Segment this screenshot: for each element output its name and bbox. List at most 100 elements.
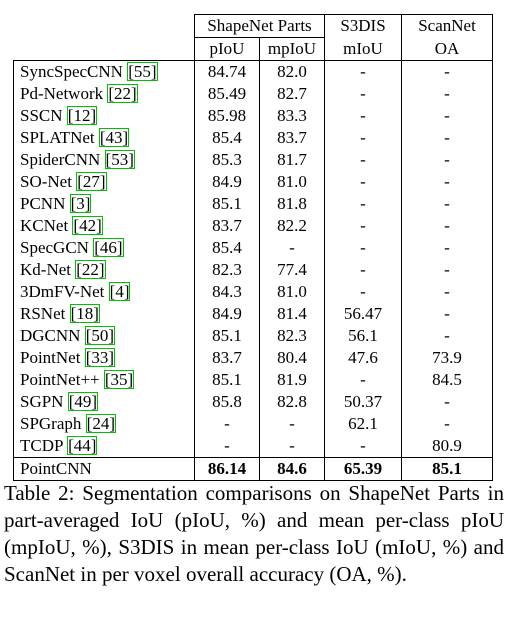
method-cell: Pd-Network [22] [13,83,195,105]
citation-link[interactable]: [18] [69,304,100,323]
method-cell: DGCNN [50] [13,325,195,347]
miou-cell: 62.1 [324,413,402,435]
oa-cell: - [401,127,493,149]
piou-cell: 85.1 [194,325,260,347]
method-cell: SPLATNet [43] [13,127,195,149]
table-row: DGCNN [50] 85.1 82.3 56.1- [13,325,493,347]
piou-cell: 85.4 [194,237,260,259]
oa-cell: - [401,193,493,215]
citation-link[interactable]: [22] [107,84,138,103]
oa-cell: - [401,325,493,347]
miou-cell: - [324,435,402,458]
oa-cell: 80.9 [401,435,493,458]
method-cell: SO-Net [27] [13,171,195,193]
method-name: SO-Net [20,172,72,191]
method-name: SGPN [20,392,64,411]
piou-cell: 85.4 [194,127,260,149]
citation-link[interactable]: [49] [67,392,99,411]
method-name: RSNet [20,304,66,323]
mpiou-cell: - [259,237,325,259]
miou-cell: - [324,105,402,127]
citation-link[interactable]: [43] [98,128,130,147]
mpiou-cell: 82.2 [259,215,325,237]
table-row: RSNet [18] 84.9 81.4 56.47- [13,303,493,325]
sub-header-oa: OA [401,37,493,61]
piou-cell: 86.14 [194,457,260,481]
piou-cell: 85.49 [194,83,260,105]
method-cell: SpiderCNN [53] [13,149,195,171]
table-row: SpecGCN [46] 85.4- - - [13,237,493,259]
table-row: SO-Net [27] 84.9 81.0- - [13,171,493,193]
citation-link[interactable]: [24] [85,414,116,433]
mpiou-cell: 83.3 [259,105,325,127]
oa-cell: - [401,281,493,303]
piou-cell: 84.9 [194,303,260,325]
method-cell: PointNet [33] [13,347,195,369]
mpiou-cell: - [259,413,325,435]
citation-link[interactable]: [4] [108,282,131,301]
mpiou-cell: 82.0 [259,60,325,83]
table-row: 3DmFV-Net [4] 84.3 81.0- - [13,281,493,303]
method-name: PointNet++ [20,370,100,389]
mpiou-cell: 82.8 [259,391,325,413]
method-name: Kd-Net [20,260,71,279]
oa-cell: - [401,105,493,127]
citation-link[interactable]: [42] [72,216,103,235]
sub-header-row: pIoU mpIoU mIoU OA [13,37,493,61]
citation-link[interactable]: [50] [84,326,116,345]
oa-cell: - [401,215,493,237]
miou-cell: - [324,60,402,83]
citation-link[interactable]: [53] [104,150,135,169]
oa-cell: - [401,60,493,83]
piou-cell: - [194,435,260,458]
table-row: SyncSpecCNN [55] 84.74 82.0- - [13,60,493,83]
miou-cell: 50.37 [324,391,402,413]
mpiou-cell: 83.7 [259,127,325,149]
sub-header-mpiou: mpIoU [259,37,325,61]
method-cell: SSCN [12] [13,105,195,127]
group-header-row: ShapeNet Parts S3DIS ScanNet [13,14,493,38]
method-name: PointNet [20,348,81,367]
oa-cell: 84.5 [401,369,493,391]
citation-link[interactable]: [33] [84,348,116,367]
miou-cell: - [324,171,402,193]
citation-link[interactable]: [44] [67,436,98,455]
piou-cell: 85.1 [194,369,260,391]
citation-link[interactable]: [35] [103,370,135,389]
citation-link[interactable]: [55] [127,62,158,81]
miou-cell: - [324,83,402,105]
piou-cell: 85.3 [194,149,260,171]
table-row: SpiderCNN [53] 85.3 81.7- - [13,149,493,171]
method-cell: PCNN [3] [13,193,195,215]
mpiou-cell: 84.6 [259,457,325,481]
method-name: TCDP [20,436,63,455]
citation-link[interactable]: [46] [93,238,124,257]
piou-cell: 84.9 [194,171,260,193]
miou-cell: 56.1 [324,325,402,347]
miou-cell: - [324,193,402,215]
citation-link[interactable]: [27] [76,172,107,191]
piou-cell: 83.7 [194,347,260,369]
table-row: SSCN [12] 85.98 83.3- - [13,105,493,127]
segmentation-table: ShapeNet Parts S3DIS ScanNet pIoU mpIoU … [13,14,493,481]
method-cell: SGPN [49] [13,391,195,413]
oa-cell: - [401,413,493,435]
piou-cell: 83.7 [194,215,260,237]
citation-link[interactable]: [3] [69,194,92,213]
table-row: Pd-Network [22] 85.49 82.7- - [13,83,493,105]
citation-link[interactable]: [22] [75,260,106,279]
miou-cell: 56.47 [324,303,402,325]
piou-cell: 84.74 [194,60,260,83]
method-name: PCNN [20,194,66,213]
table-row: KCNet [42] 83.7 82.2- - [13,215,493,237]
piou-cell: 85.8 [194,391,260,413]
mpiou-cell: 81.9 [259,369,325,391]
oa-cell: - [401,237,493,259]
mpiou-cell: 81.0 [259,171,325,193]
miou-cell: - [324,215,402,237]
oa-cell: - [401,259,493,281]
method-name: SSCN [20,106,63,125]
method-cell: SyncSpecCNN [55] [13,60,195,83]
citation-link[interactable]: [12] [66,106,98,125]
piou-cell: 85.98 [194,105,260,127]
